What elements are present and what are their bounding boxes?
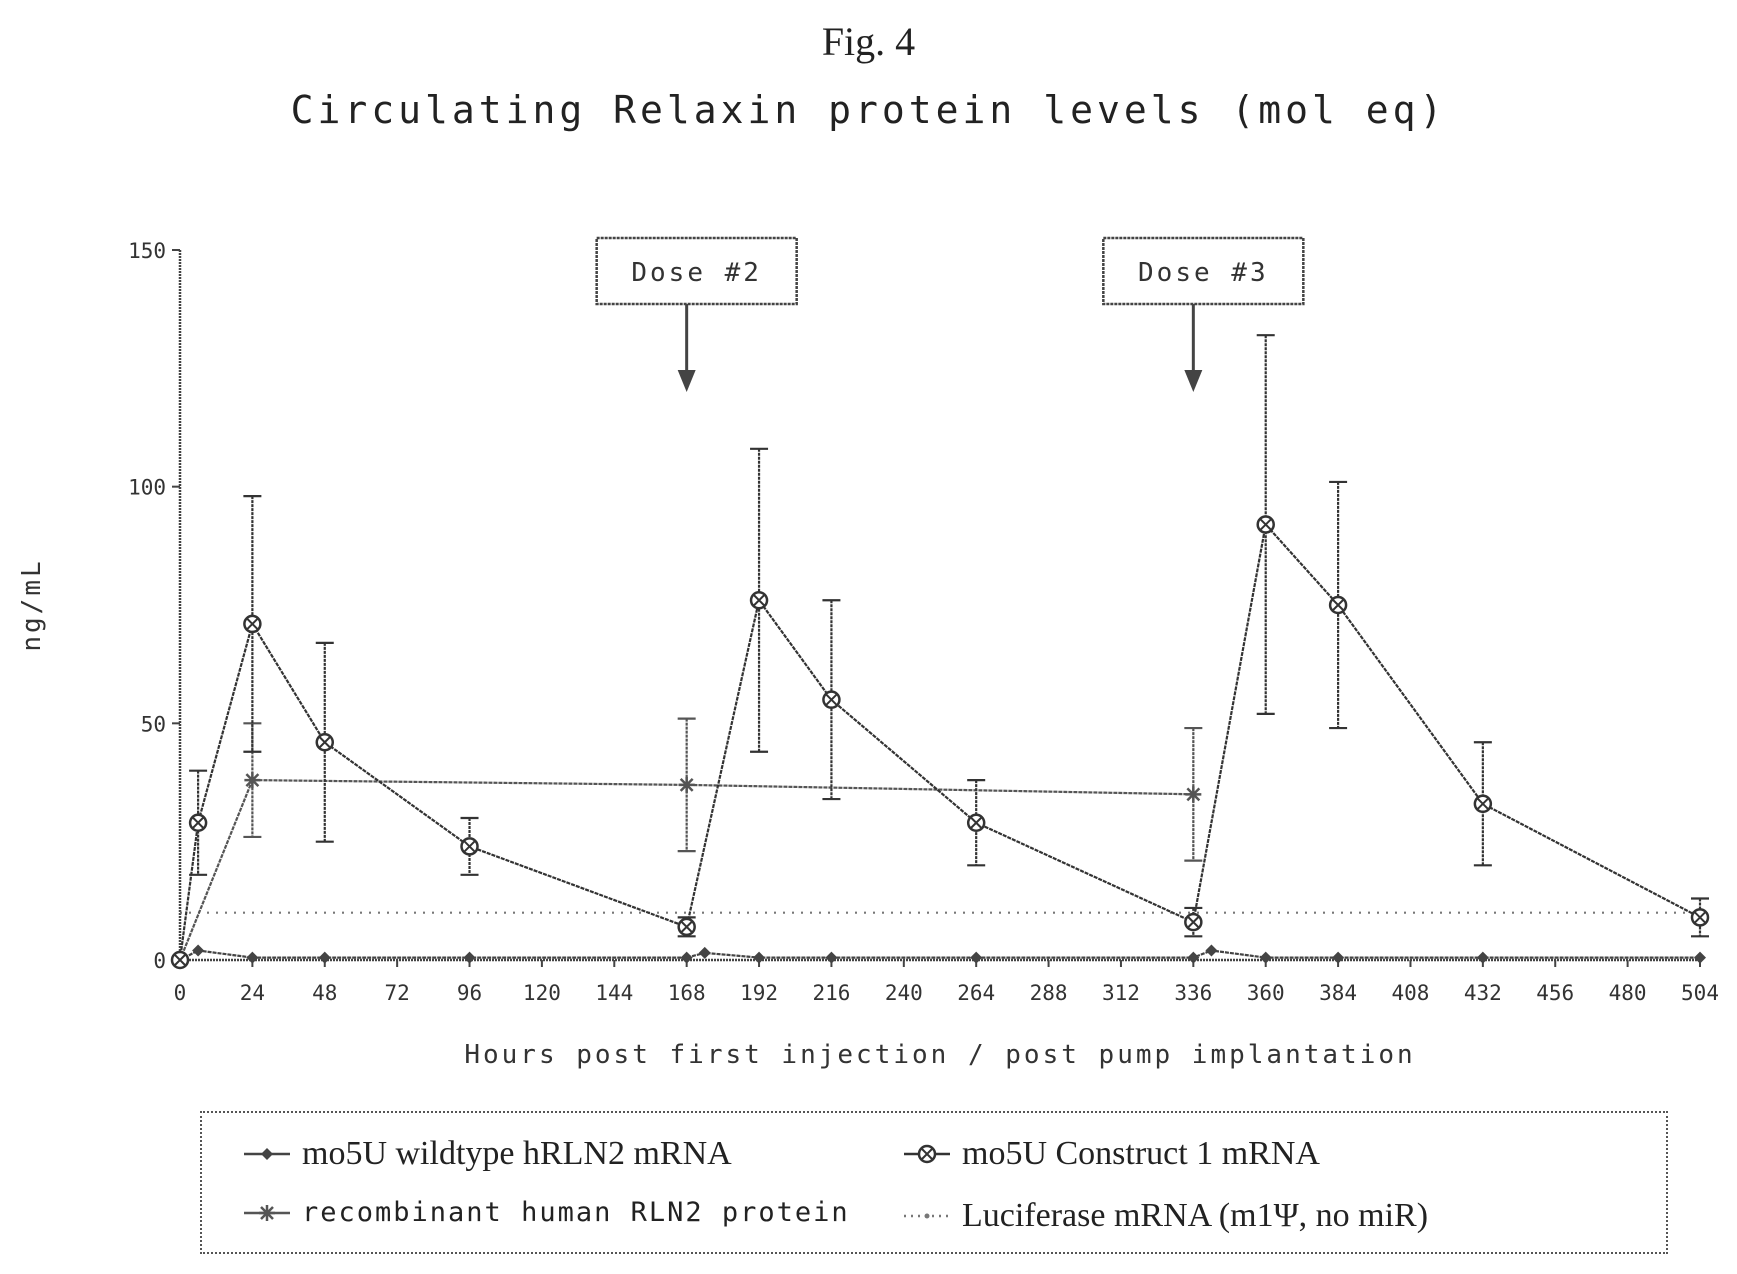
data-point <box>1476 951 1489 964</box>
data-point <box>678 776 695 793</box>
data-point <box>463 951 476 964</box>
data-point <box>1328 595 1348 615</box>
x-tick-label: 456 <box>1536 981 1574 1005</box>
chart-title: Circulating Relaxin protein levels (mol … <box>290 88 1447 132</box>
data-point <box>677 917 696 937</box>
y-tick-label: 50 <box>141 712 166 736</box>
x-tick-label: 312 <box>1102 981 1140 1005</box>
data-point <box>1332 951 1345 964</box>
x-tick-label: 360 <box>1247 981 1285 1005</box>
legend-swatch <box>244 1204 290 1221</box>
data-point <box>244 772 261 789</box>
y-tick-label: 100 <box>128 476 166 500</box>
series-1 <box>170 334 1710 970</box>
legend: mo5U wildtype hRLN2 mRNA mo5U Construct 1… <box>200 1111 1668 1254</box>
data-point <box>318 951 331 964</box>
data-point <box>924 1213 930 1219</box>
x-tick-label: 432 <box>1464 981 1502 1005</box>
legend-label: recombinant human RLN2 protein <box>302 1197 850 1228</box>
data-point <box>1187 951 1200 964</box>
data-point <box>917 1144 937 1164</box>
data-point <box>246 951 259 964</box>
data-point <box>749 591 769 610</box>
x-tick-label: 0 <box>174 981 187 1005</box>
data-point <box>698 946 711 959</box>
data-point <box>1184 912 1203 932</box>
data-point <box>822 690 841 709</box>
series-line <box>178 778 1194 961</box>
x-tick-label: 72 <box>384 981 409 1005</box>
x-axis-title: Hours post first injection / post pump i… <box>464 1040 1415 1070</box>
series-2 <box>172 717 1203 968</box>
data-point <box>243 614 262 634</box>
annotation-label: Dose #2 <box>631 258 762 288</box>
legend-swatch <box>904 1213 950 1219</box>
data-point <box>966 813 986 832</box>
annotation-arrow-head <box>677 370 696 392</box>
legend-label: mo5U wildtype hRLN2 mRNA <box>302 1135 732 1172</box>
annotation-box <box>1102 236 1305 306</box>
data-point <box>753 951 766 964</box>
data-point <box>192 944 205 957</box>
annotation-box <box>595 236 798 306</box>
y-tick-label: 150 <box>128 239 166 263</box>
data-point <box>1690 908 1710 927</box>
data-point <box>315 733 335 752</box>
x-tick-label: 120 <box>523 981 561 1005</box>
legend-label: mo5U Construct 1 mRNA <box>962 1135 1320 1172</box>
y-axis-title: ng/mL <box>17 558 47 651</box>
line-chart: 0 50 100 150 0 24 48 72 96 120 144 168 192 216 240 264 2… <box>17 236 1719 1070</box>
data-point <box>188 813 208 832</box>
legend-item: mo5U wildtype hRLN2 mRNA <box>242 1135 732 1173</box>
data-point <box>680 951 693 964</box>
x-tick-label: 264 <box>957 981 995 1005</box>
series-line <box>179 949 1700 961</box>
x-tick-label: 96 <box>457 981 482 1005</box>
annotations: Dose #2 Dose #3 <box>595 236 1305 392</box>
x-tick-label: 240 <box>885 981 923 1005</box>
x-tick-label: 144 <box>595 981 633 1005</box>
legend-swatch <box>904 1144 950 1164</box>
data-point <box>970 951 983 964</box>
legend-item: recombinant human RLN2 protein <box>242 1197 850 1228</box>
data-point <box>1185 786 1202 803</box>
series-line <box>178 522 1701 961</box>
data-point <box>460 837 479 856</box>
data-point <box>1694 951 1706 964</box>
x-tick-label: 48 <box>312 981 337 1005</box>
annotation-arrow-head <box>1184 370 1203 392</box>
x-tick-label: 480 <box>1609 981 1647 1005</box>
x-tick-label: 384 <box>1319 981 1357 1005</box>
data-point <box>825 951 838 964</box>
x-tick-label: 24 <box>240 981 265 1005</box>
y-tick-label: 0 <box>153 949 166 973</box>
series-layer <box>170 334 1710 970</box>
x-tick-label: 168 <box>668 981 706 1005</box>
data-point <box>1256 515 1275 534</box>
data-point <box>1205 944 1218 957</box>
data-point <box>1259 951 1272 964</box>
legend-item: mo5U Construct 1 mRNA <box>902 1135 1320 1173</box>
figure-caption: Fig. 4 <box>821 19 916 64</box>
x-tick-label: 504 <box>1681 981 1719 1005</box>
x-tick-label: 288 <box>1030 981 1068 1005</box>
legend-item: Luciferase mRNA (m1Ψ, no miR) <box>902 1197 1428 1235</box>
axes: 0 50 100 150 0 24 48 72 96 120 144 168 192 216 240 264 2… <box>128 239 1719 1005</box>
x-tick-label: 336 <box>1174 981 1212 1005</box>
data-point <box>1473 794 1493 814</box>
x-tick-label: 216 <box>812 981 850 1005</box>
series-0 <box>174 944 1706 966</box>
legend-label: Luciferase mRNA (m1Ψ, no miR) <box>962 1197 1429 1234</box>
x-tick-label: 192 <box>740 981 778 1005</box>
annotation-label: Dose #3 <box>1138 258 1269 288</box>
data-point <box>261 1148 273 1160</box>
data-point <box>259 1204 275 1221</box>
legend-swatch <box>244 1148 290 1160</box>
x-tick-label: 408 <box>1392 981 1430 1005</box>
data-point <box>170 950 190 970</box>
